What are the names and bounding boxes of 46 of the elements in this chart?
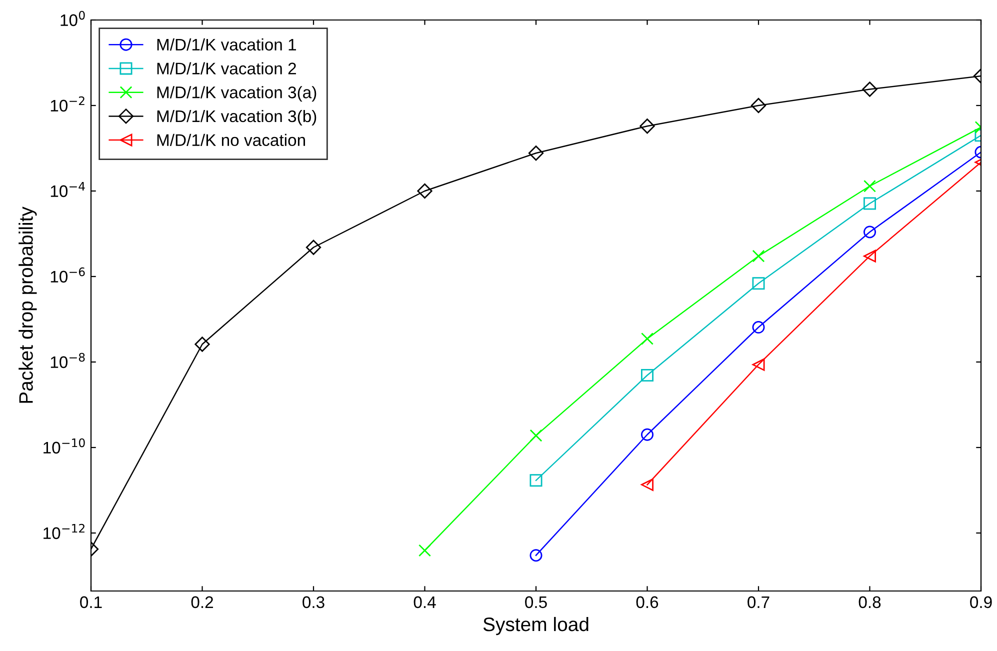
x-tick-label: 0.2 [191,596,213,608]
point [752,250,765,262]
point [641,332,654,345]
y-tick-label: 10$^{−4}$ [50,182,85,198]
point [641,428,654,441]
x-tick-label: 0.8 [858,596,881,608]
point [864,197,876,210]
y-axis-title: Packet drop probability [18,206,37,403]
y-tick-label: 10$^{0}$ [60,10,85,26]
legend-label: M/D/1/K vacation 2 [157,62,296,74]
point [417,183,432,199]
legend-label: M/D/1/K vacation 1 [157,38,296,51]
point [530,474,542,487]
x-axis-title: System load [483,616,588,636]
point [641,369,654,382]
legend-label: M/D/1/K vacation 3(b) [157,110,316,126]
point [750,98,766,114]
x-tick-label: 0.9 [970,596,992,608]
point [306,240,322,255]
x-tick-label: 0.7 [748,596,770,608]
point [418,544,431,557]
x-tick-label: 0.3 [302,596,324,608]
point [530,549,542,562]
y-tick-label: 10$^{−2}$ [50,96,84,112]
x-tick-label: 0.5 [525,596,547,608]
x-tick-label: 0.4 [414,596,436,608]
y-tick-label: 10$^{−12}$ [44,524,84,540]
x-tick-label: 0.6 [636,596,658,608]
point [530,429,542,442]
point [528,146,544,161]
point [752,277,765,290]
point [864,226,876,238]
point [752,321,765,334]
y-tick-label: 10$^{−8}$ [50,352,85,368]
y-tick-label: 10$^{−10}$ [44,438,85,454]
x-tick-label: 0.1 [80,596,102,608]
point [864,180,876,192]
point [640,118,655,134]
point [752,358,765,371]
point [864,250,876,262]
point [862,82,878,97]
point [194,336,210,352]
legend-label: M/D/1/K vacation 3(a) [157,86,316,102]
y-tick-label: 10$^{−6}$ [50,267,85,283]
legend-label: M/D/1/K no vacation [157,134,305,146]
point [641,478,654,491]
